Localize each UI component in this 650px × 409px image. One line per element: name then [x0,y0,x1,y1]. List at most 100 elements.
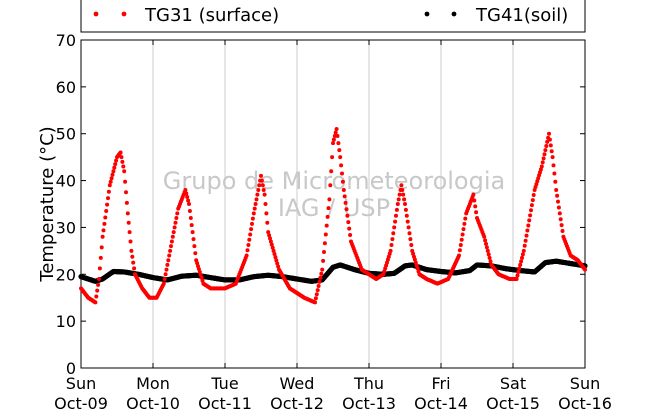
data-point-surface [119,155,124,160]
data-point-surface [326,206,331,211]
data-point-surface [162,276,167,281]
x-tick-label-date: Oct-09 [54,394,108,409]
data-point-surface [122,169,127,174]
data-point-surface [257,183,262,188]
data-point-surface [334,127,339,132]
data-point-surface [462,221,467,226]
data-point-surface [463,216,468,221]
data-point-surface [186,198,191,203]
data-point-surface [484,245,489,250]
data-point-surface [333,130,338,135]
x-tick-label-day: Tue [210,374,238,393]
data-point-surface [543,148,548,153]
data-point-surface [461,227,466,232]
data-point-surface [335,134,340,139]
legend-label-soil: TG41(soil) [475,5,568,26]
data-point-surface [348,233,353,238]
data-point-surface [273,255,278,260]
data-point-surface [404,213,409,218]
data-point-surface [388,248,393,253]
data-point-surface [394,213,398,218]
data-point-surface [550,155,555,160]
y-axis-label: Temperature (°C) [37,126,58,282]
data-point-surface [396,197,401,202]
data-point-surface [128,239,133,244]
data-point-surface [542,152,547,157]
data-point-surface [97,266,102,271]
y-tick-label: 50 [56,125,76,144]
data-point-surface [95,288,100,293]
x-tick-label-date: Oct-10 [126,394,180,409]
data-point-surface [161,281,166,286]
grid [152,40,514,368]
data-point-surface [97,276,101,281]
data-point-surface [457,253,461,258]
plot-area [80,39,586,369]
data-point-surface [247,237,252,242]
data-point-surface [341,187,346,192]
data-point-surface [409,243,414,247]
data-point-surface [407,231,412,236]
data-point-surface [347,226,352,231]
legend-label-surface: TG31 (surface) [144,5,279,26]
data-point-surface [540,160,545,165]
y-tick-label: 60 [56,78,76,97]
data-point-surface [121,164,126,169]
data-point-surface [167,253,172,258]
data-point-surface [338,155,343,160]
y-tick-label: 20 [56,265,76,284]
data-point-surface [515,273,520,278]
data-point-surface [526,223,531,228]
data-point-surface [322,250,326,255]
y-tick-label: 70 [56,31,76,50]
data-point-surface [520,252,525,257]
data-point-surface [331,141,335,146]
data-point-surface [547,131,551,136]
data-point-surface [93,300,98,305]
data-point-surface [523,238,528,243]
data-point-surface [131,260,136,265]
data-point-surface [521,248,526,253]
data-point-surface [170,234,175,239]
data-point-surface [391,231,396,236]
data-point-surface [522,243,527,248]
data-point-surface [265,220,270,225]
data-point-surface [173,220,178,225]
data-point-surface [516,269,521,274]
y-tick-label: 30 [56,218,76,237]
data-point-surface [193,251,198,256]
data-point-surface [528,213,533,218]
data-point-surface [244,253,249,258]
data-point-surface [531,193,536,198]
data-point-surface [255,192,260,197]
data-point-surface [551,163,556,168]
data-point-surface [337,148,342,153]
data-point-surface [471,192,476,197]
data-point-surface [166,258,171,263]
legend-marker-soil [424,11,430,17]
data-point-surface [124,190,128,195]
data-point-surface [94,294,99,299]
data-point-surface [172,225,177,230]
x-tick-label-day: Wed [280,374,315,393]
x-tick-label-date: Oct-12 [270,394,324,409]
y-tick-label: 0 [66,359,76,378]
data-point-surface [263,202,268,206]
data-point-surface [274,258,279,263]
data-point-surface [319,271,324,276]
data-point-surface [259,178,264,183]
data-point-surface [336,141,341,146]
data-point-surface [402,197,407,202]
data-point-surface [484,241,488,246]
data-point-surface [324,223,329,228]
data-point-surface [130,254,135,259]
data-point-surface [132,266,137,271]
data-point-surface [331,137,336,142]
data-point-surface [98,255,103,260]
data-point-surface [317,279,322,284]
data-point-surface [330,155,335,160]
x-tick-label-day: Sun [570,374,600,393]
data-point-surface [344,207,349,212]
data-point-surface [118,150,123,155]
data-point-surface [99,245,104,250]
